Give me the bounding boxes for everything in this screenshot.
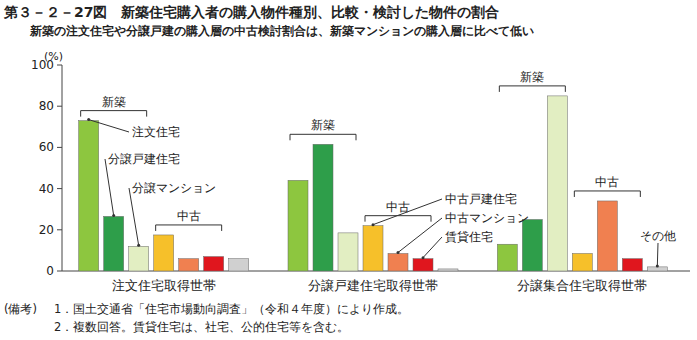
legend-label: 分譲戸建住宅 — [108, 152, 180, 166]
callout-line — [373, 199, 442, 225]
bar — [104, 216, 124, 271]
callout-dot — [87, 118, 90, 121]
y-tick-label: 60 — [39, 140, 54, 154]
callout-dot — [372, 223, 375, 226]
bracket — [290, 134, 356, 140]
callout-dot — [422, 256, 425, 259]
x-tick-label: 分譲集合住宅取得世帯 — [517, 278, 647, 293]
bar — [547, 96, 567, 271]
bar — [497, 244, 517, 271]
x-tick-label: 分譲戸建住宅取得世帯 — [308, 278, 438, 293]
callout-dot — [137, 244, 140, 247]
bar — [313, 144, 333, 271]
bar — [229, 259, 249, 271]
y-tick-label: 40 — [39, 182, 54, 196]
x-tick-label: 注文住宅取得世帯 — [112, 278, 216, 293]
bar — [154, 235, 174, 271]
legend-label: 中古マンション — [445, 211, 529, 225]
y-tick — [57, 188, 62, 189]
callout-line — [398, 218, 442, 252]
bracket — [156, 225, 222, 231]
bracket — [499, 86, 565, 92]
note: 1．国土交通省「住宅市場動向調査」（令和４年度）により作成。 — [54, 302, 409, 316]
y-tick-label: 100 — [31, 58, 54, 72]
bracket-label: 新築 — [102, 95, 126, 109]
bar — [647, 267, 667, 271]
bar — [129, 246, 149, 271]
legend-label: 注文住宅 — [132, 125, 180, 139]
y-tick — [57, 229, 62, 230]
bar — [597, 201, 617, 271]
bracket — [365, 216, 431, 222]
bar — [438, 269, 458, 271]
bar — [79, 121, 99, 271]
y-tick-label: 80 — [39, 99, 54, 113]
callout-dot — [656, 264, 659, 267]
bar — [338, 233, 358, 271]
bar — [413, 259, 433, 271]
bar — [622, 259, 642, 271]
annotations: 新築中古 新築中古 新築中古 注文住宅分譲戸建住宅分譲マンション中古戸建住宅中古マンシ… — [81, 70, 676, 267]
legend-label: 賃貸住宅 — [445, 230, 493, 244]
note: 2．複数回答。賃貸住宅は、社宅、公的住宅等を含む。 — [54, 320, 349, 334]
y-tick — [57, 271, 62, 272]
bar — [388, 253, 408, 271]
title: 第３－２－27図 新築住宅購入者の購入物件種別、比較・検討した物件の割合 — [3, 4, 499, 20]
y-tick — [57, 106, 62, 107]
callout-dot — [112, 214, 115, 217]
bar — [572, 253, 592, 271]
callout-line — [423, 237, 442, 258]
y-tick — [57, 65, 62, 66]
bracket — [574, 191, 640, 197]
callout-line — [129, 188, 139, 245]
bracket-label: 中古 — [595, 175, 619, 189]
callout-dot — [397, 251, 400, 254]
note: (備考) — [4, 302, 37, 316]
chart: 第３－２－27図 新築住宅購入者の購入物件種別、比較・検討した物件の割合新築の注… — [0, 0, 697, 340]
bar — [179, 259, 199, 271]
bar — [204, 257, 224, 271]
bar — [288, 180, 308, 271]
callout-line — [657, 243, 659, 266]
callout-line — [105, 159, 114, 215]
bracket-label: 中古 — [177, 209, 201, 223]
callout-line — [89, 120, 129, 132]
subtitle: 新築の注文住宅や分譲戸建の購入層の中古検討割合は、新築マンションの購入層に比べて… — [29, 24, 534, 38]
legend-label: その他 — [640, 229, 676, 243]
bar — [363, 226, 383, 271]
y-tick-label: 0 — [46, 264, 54, 278]
bracket — [81, 111, 147, 117]
legend-label: 中古戸建住宅 — [445, 192, 517, 206]
legend-label: 分譲マンション — [132, 181, 216, 195]
y-tick — [57, 147, 62, 148]
bracket-label: 新築 — [311, 118, 335, 132]
y-axis — [62, 65, 63, 271]
y-tick-label: 20 — [39, 223, 54, 237]
bars — [79, 96, 668, 271]
bracket-label: 中古 — [386, 200, 410, 214]
bar — [522, 220, 542, 272]
bracket-label: 新築 — [520, 70, 544, 84]
